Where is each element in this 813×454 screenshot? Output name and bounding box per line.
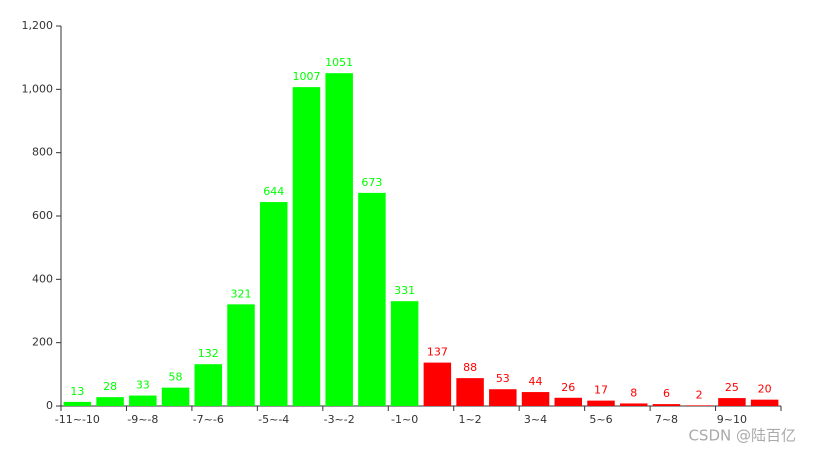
bar [292, 87, 321, 406]
y-tick-label: 800 [32, 146, 53, 159]
value-label: 132 [198, 347, 219, 360]
value-label: 644 [263, 185, 284, 198]
bar [456, 378, 484, 406]
bar [423, 362, 452, 406]
bar [358, 192, 386, 406]
y-tick-label: 1,200 [22, 19, 54, 32]
bar [685, 405, 713, 406]
value-label: 26 [561, 381, 575, 394]
value-label: 6 [663, 387, 670, 400]
bar [587, 400, 615, 406]
bar [390, 301, 419, 406]
value-label: 28 [103, 380, 117, 393]
value-label: 331 [394, 284, 415, 297]
value-label: 33 [136, 379, 150, 392]
value-label: 25 [725, 381, 739, 394]
bar [619, 403, 648, 406]
value-label: 321 [231, 287, 252, 300]
x-tick-label: -5~-4 [258, 413, 289, 426]
watermark: CSDN @陆百亿 [688, 427, 796, 445]
value-label: 88 [463, 361, 477, 374]
value-label: 53 [496, 372, 510, 385]
bar [259, 202, 288, 406]
value-label: 58 [169, 371, 183, 384]
x-tick-label: 7~8 [655, 413, 678, 426]
bar [652, 404, 681, 406]
bar [194, 364, 223, 406]
y-tick-label: 200 [32, 336, 53, 349]
x-tick-label: -11~-10 [55, 413, 100, 426]
value-label: 8 [630, 386, 637, 399]
y-tick-label: 600 [32, 209, 53, 222]
bar [750, 399, 779, 406]
bar [554, 397, 583, 406]
bar [227, 304, 255, 406]
y-tick-label: 0 [46, 399, 53, 412]
x-tick-label: 9~10 [717, 413, 747, 426]
x-tick-label: -3~-2 [324, 413, 355, 426]
value-label: 1007 [292, 70, 320, 83]
x-tick-label: -7~-6 [193, 413, 224, 426]
value-label: 137 [427, 346, 448, 359]
x-tick-label: -1~0 [391, 413, 418, 426]
x-tick-label: 5~6 [589, 413, 612, 426]
value-label: 20 [758, 383, 772, 396]
bar [489, 389, 517, 406]
value-label: 17 [594, 384, 608, 397]
x-tick-label: 1~2 [458, 413, 481, 426]
bar [129, 395, 157, 406]
value-label: 13 [70, 385, 84, 398]
x-tick-label: -9~-8 [127, 413, 158, 426]
y-tick-label: 1,000 [22, 82, 54, 95]
bar [161, 387, 190, 406]
bar [718, 398, 746, 406]
bar [325, 73, 353, 406]
value-label: 44 [529, 375, 543, 388]
value-label: 1051 [325, 56, 353, 69]
x-tick-label: 3~4 [524, 413, 547, 426]
value-label: 673 [361, 176, 382, 189]
value-label: 2 [696, 388, 703, 401]
bar [63, 401, 92, 406]
y-tick-label: 400 [32, 272, 53, 285]
bar [96, 397, 124, 406]
bar [521, 392, 550, 406]
